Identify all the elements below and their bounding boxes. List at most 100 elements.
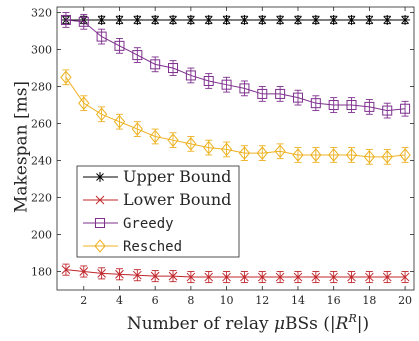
data-point-upper-bound xyxy=(168,14,179,25)
data-point-upper-bound xyxy=(185,14,196,25)
data-point-lower-bound xyxy=(365,272,374,282)
data-point-greedy xyxy=(96,31,107,42)
data-point-lower-bound xyxy=(293,272,303,282)
data-point-resched xyxy=(60,70,72,85)
data-point-resched xyxy=(185,137,197,151)
data-point-resched xyxy=(399,148,411,162)
data-point-greedy xyxy=(78,16,89,27)
y-tick-label: 320 xyxy=(31,7,52,20)
error-bar-resched xyxy=(276,143,284,160)
error-bar-resched xyxy=(258,145,266,161)
x-axis-title-superscript: R xyxy=(347,312,356,325)
error-bar-resched xyxy=(240,145,248,161)
data-point-upper-bound xyxy=(292,14,303,25)
error-bar-resched xyxy=(223,141,231,158)
data-point-resched xyxy=(292,148,304,162)
data-point-resched xyxy=(310,148,322,162)
legend-label-lower-bound: Lower Bound xyxy=(123,190,231,209)
data-point-greedy xyxy=(328,100,339,111)
data-point-lower-bound xyxy=(115,269,124,279)
error-bar-resched xyxy=(62,69,70,86)
series-line-lower-bound xyxy=(65,269,406,278)
y-axis-title: Makespan [ms] xyxy=(12,81,32,213)
x-axis-title-prefix: Number of relay xyxy=(127,314,274,334)
legend-marker-resched xyxy=(94,239,106,253)
data-point-lower-bound xyxy=(257,272,267,282)
data-point-resched xyxy=(256,146,268,160)
data-point-greedy xyxy=(364,101,375,112)
series-lower-bound xyxy=(61,263,410,284)
data-point-lower-bound xyxy=(222,272,231,282)
data-point-lower-bound xyxy=(240,272,249,282)
x-axis-title: Number of relay μBSs (|RR|) xyxy=(127,312,369,334)
data-point-resched xyxy=(345,148,358,162)
data-point-lower-bound xyxy=(79,267,89,276)
legend-marker-upper-bound xyxy=(95,172,105,182)
x-tick-label: 18 xyxy=(362,294,376,307)
error-bar-resched xyxy=(312,147,320,163)
data-point-resched xyxy=(78,96,90,110)
data-point-lower-bound xyxy=(186,272,196,282)
data-point-resched xyxy=(131,122,143,136)
y-tick-label: 280 xyxy=(31,81,52,94)
data-point-greedy xyxy=(203,75,214,86)
series-line-resched xyxy=(65,77,406,158)
error-bar-resched xyxy=(133,121,141,137)
data-point-lower-bound xyxy=(311,272,321,282)
data-point-greedy xyxy=(221,79,232,90)
plot-frame xyxy=(56,6,415,291)
data-point-resched xyxy=(274,144,286,159)
error-bar-resched xyxy=(80,95,88,112)
data-point-upper-bound xyxy=(132,14,143,25)
x-tick-label: 2 xyxy=(80,294,87,307)
data-point-resched xyxy=(238,146,251,160)
data-point-upper-bound xyxy=(328,14,339,25)
data-point-greedy xyxy=(239,83,250,94)
legend-label-upper-bound: Upper Bound xyxy=(123,167,231,186)
series-layer xyxy=(60,12,411,284)
error-bar-resched xyxy=(401,147,409,163)
data-point-resched xyxy=(203,140,215,155)
x-axis-title-suffix: |) xyxy=(357,314,369,334)
data-point-upper-bound xyxy=(221,14,232,25)
data-point-greedy xyxy=(114,40,125,51)
error-bar-resched xyxy=(187,136,195,152)
data-point-greedy xyxy=(275,88,286,99)
data-point-resched xyxy=(149,129,161,144)
x-tick-label: 14 xyxy=(291,294,305,307)
data-point-upper-bound xyxy=(150,14,161,25)
y-tick-label: 180 xyxy=(31,266,52,279)
series-line-greedy xyxy=(65,19,406,112)
x-tick-label: 10 xyxy=(220,294,234,307)
error-bar-resched xyxy=(151,128,159,145)
data-point-greedy xyxy=(185,70,196,81)
legend-label-resched: Resched xyxy=(123,239,182,255)
error-bar-resched xyxy=(330,147,338,163)
data-point-upper-bound xyxy=(310,14,321,25)
axis-ticks: 2 4 6 8 10 12 14 16 18 20 180 200 220 240 260 280 300 320 xyxy=(31,7,414,307)
data-point-greedy xyxy=(150,59,161,70)
y-tick-label: 240 xyxy=(31,155,52,168)
data-point-upper-bound xyxy=(275,14,286,25)
data-point-resched xyxy=(328,148,340,162)
legend-entry-upper-bound: Upper Bound xyxy=(83,167,231,186)
data-point-upper-bound xyxy=(346,14,357,25)
legend-entry-resched: Resched xyxy=(83,239,182,255)
data-point-lower-bound xyxy=(150,271,160,281)
data-point-lower-bound xyxy=(400,272,410,282)
data-point-upper-bound xyxy=(96,14,107,25)
x-tick-label: 20 xyxy=(398,294,412,307)
data-point-resched xyxy=(167,133,179,147)
y-tick-label: 220 xyxy=(31,192,52,205)
legend-entry-greedy: Greedy xyxy=(83,216,174,232)
data-point-upper-bound xyxy=(114,14,125,25)
error-bar-resched xyxy=(98,106,106,123)
data-point-greedy xyxy=(310,98,321,109)
data-point-greedy xyxy=(60,14,71,25)
series-upper-bound xyxy=(60,14,411,25)
data-point-greedy xyxy=(168,63,179,74)
error-bar-resched xyxy=(205,139,213,156)
error-bar-resched xyxy=(169,132,177,149)
error-bar-resched xyxy=(365,148,373,165)
